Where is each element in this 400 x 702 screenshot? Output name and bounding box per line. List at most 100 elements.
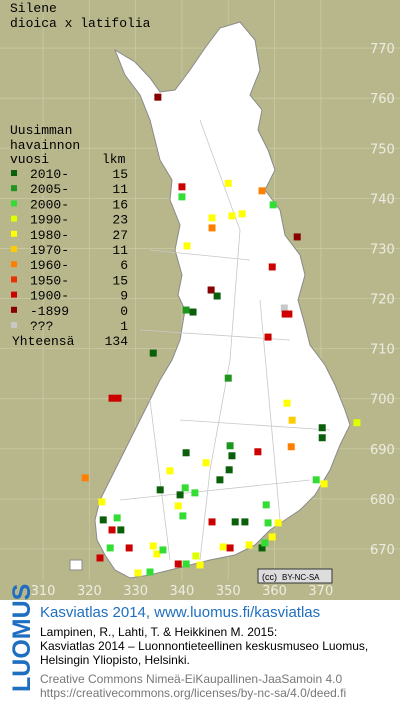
legend-swatch bbox=[11, 246, 17, 252]
occurrence-square bbox=[225, 466, 233, 474]
aland bbox=[69, 559, 83, 571]
occurrence-square bbox=[114, 394, 122, 402]
legend-count: 9 bbox=[120, 289, 128, 304]
occurrence-square bbox=[181, 484, 189, 492]
legend-swatch bbox=[11, 322, 17, 328]
occurrence-square bbox=[108, 526, 116, 534]
occurrence-square bbox=[179, 512, 187, 520]
y-tick-label: 720 bbox=[370, 293, 395, 308]
occurrence-square bbox=[274, 519, 282, 527]
legend-label: 2010- bbox=[30, 167, 69, 182]
legend-swatch bbox=[11, 185, 17, 192]
legend-label: ??? bbox=[30, 319, 53, 334]
legend-count: 27 bbox=[112, 228, 128, 243]
occurrence-square bbox=[288, 416, 296, 424]
squares bbox=[81, 93, 361, 577]
legend-label: 2000- bbox=[30, 197, 69, 212]
y-tick-label: 670 bbox=[370, 543, 395, 558]
occurrence-square bbox=[320, 480, 328, 488]
occurrence-square bbox=[149, 542, 157, 550]
occurrence-square bbox=[254, 448, 262, 456]
occurrence-square bbox=[208, 518, 216, 526]
occurrence-square bbox=[174, 502, 182, 510]
occurrence-square bbox=[183, 242, 191, 250]
occurrence-square bbox=[192, 552, 200, 560]
occurrence-square bbox=[241, 518, 249, 526]
y-tick-label: 760 bbox=[370, 92, 395, 107]
x-tick-label: 340 bbox=[170, 584, 195, 599]
occurrence-square bbox=[108, 394, 116, 402]
x-tick-label: 330 bbox=[123, 584, 148, 599]
occurrence-square bbox=[176, 491, 184, 499]
legend-swatch bbox=[11, 215, 17, 222]
occurrence-square bbox=[269, 201, 277, 209]
license-badge: (cc) BY-NC-SA bbox=[257, 568, 333, 584]
occurrence-square bbox=[224, 374, 232, 382]
occurrence-square bbox=[245, 541, 253, 549]
occurrence-square bbox=[228, 452, 236, 460]
occurrence-square bbox=[174, 560, 182, 568]
y-tick-label: 690 bbox=[370, 443, 395, 458]
y-tick-label: 770 bbox=[370, 42, 395, 57]
legend-label: 1970- bbox=[30, 243, 69, 258]
occurrence-square bbox=[231, 518, 239, 526]
badge-text: BY-NC-SA bbox=[282, 573, 320, 582]
occurrence-square bbox=[261, 539, 269, 547]
occurrence-square bbox=[285, 310, 293, 318]
occurrence-square bbox=[178, 193, 186, 201]
occurrence-square bbox=[281, 310, 289, 318]
x-tick-label: 320 bbox=[77, 584, 102, 599]
license: Creative Commons Nimeä-EiKaupallinen-Jaa… bbox=[40, 672, 342, 686]
legend-count: 6 bbox=[120, 258, 128, 273]
occurrence-square bbox=[258, 544, 266, 552]
occurrence-square bbox=[146, 568, 154, 576]
x-tick-label: 350 bbox=[216, 584, 241, 599]
occurrence-square bbox=[216, 476, 224, 484]
logo: LUOMUS bbox=[8, 584, 36, 692]
legend-label: 1960- bbox=[30, 258, 69, 273]
legend-swatch bbox=[11, 261, 17, 268]
legend-heading: Uusimman bbox=[10, 123, 72, 138]
y-tick-label: 730 bbox=[370, 242, 395, 257]
occurrence-square bbox=[113, 514, 121, 522]
occurrence-square bbox=[96, 554, 104, 562]
occurrence-square bbox=[99, 516, 107, 524]
legend-swatch bbox=[11, 276, 17, 283]
occurrence-square bbox=[287, 443, 295, 451]
y-tick-label: 740 bbox=[370, 192, 395, 207]
occurrence-square bbox=[293, 233, 301, 241]
y-tick-label: 710 bbox=[370, 343, 395, 358]
legend-count: 11 bbox=[112, 243, 128, 258]
finland-outline bbox=[94, 21, 351, 579]
legend-swatch bbox=[11, 306, 17, 313]
legend-count: 0 bbox=[120, 304, 128, 319]
occurrence-square bbox=[226, 442, 234, 450]
occurrence-square bbox=[149, 349, 157, 357]
legend-swatch bbox=[11, 291, 17, 298]
occurrence-square bbox=[312, 476, 320, 484]
x-tick-label: 360 bbox=[262, 584, 287, 599]
badge-box bbox=[257, 568, 333, 584]
occurrence-square bbox=[264, 519, 272, 527]
occurrence-square bbox=[219, 543, 227, 551]
occurrence-square bbox=[153, 550, 161, 558]
occurrence-square bbox=[268, 533, 276, 541]
legend-label: 1990- bbox=[30, 213, 69, 228]
occurrence-square bbox=[207, 286, 215, 294]
citation: Helsingin Yliopisto, Helsinki. bbox=[40, 653, 190, 667]
legend-count: 11 bbox=[112, 182, 128, 197]
total-count: 134 bbox=[105, 334, 129, 349]
occurrence-square bbox=[318, 424, 326, 432]
occurrence-square bbox=[182, 306, 190, 314]
legend-count: 16 bbox=[112, 197, 128, 212]
occurrence-square bbox=[202, 459, 210, 467]
occurrence-square bbox=[182, 449, 190, 457]
occurrence-square bbox=[258, 187, 266, 195]
legend-heading: vuosi bbox=[10, 152, 49, 167]
legend-count: 15 bbox=[112, 273, 128, 288]
occurrence-square bbox=[224, 179, 232, 187]
legend-label: 2005- bbox=[30, 182, 69, 197]
citation: Kasviatlas 2014 – Luonnontieteellinen ke… bbox=[40, 639, 368, 653]
